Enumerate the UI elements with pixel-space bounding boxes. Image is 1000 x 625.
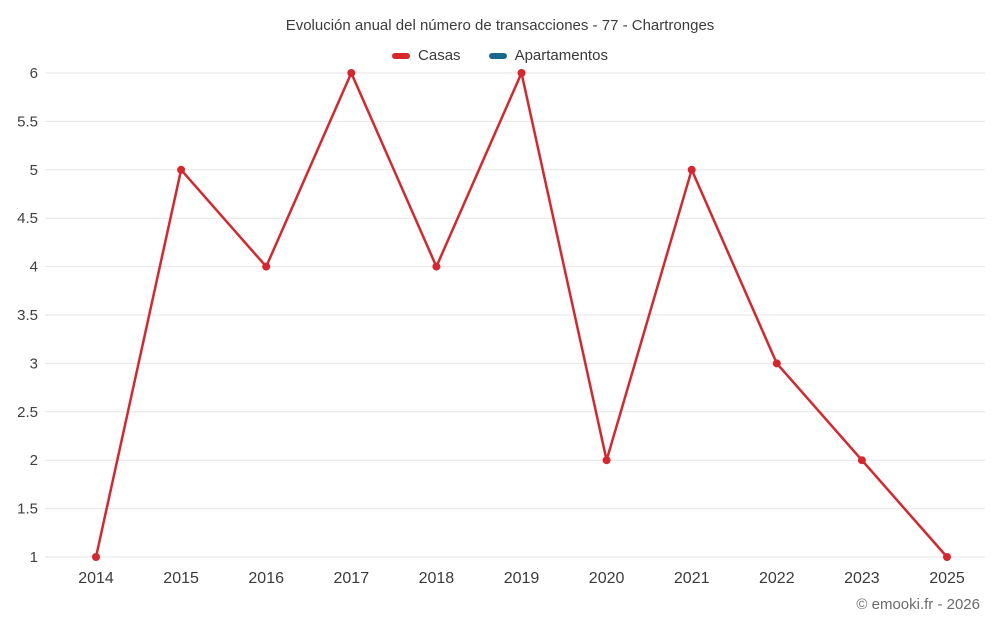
x-tick-label: 2015 <box>163 570 199 587</box>
x-tick-label: 2022 <box>759 570 795 587</box>
y-tick-label: 2.5 <box>17 404 38 421</box>
data-point <box>347 69 356 77</box>
x-tick-label: 2021 <box>674 570 710 587</box>
y-tick-label: 6 <box>30 65 38 82</box>
data-point <box>857 456 866 465</box>
legend-label-casas: Casas <box>418 47 461 64</box>
chart-title: Evolución anual del número de transaccio… <box>285 17 715 34</box>
x-tick-label: 2014 <box>78 570 114 587</box>
x-tick-label: 2017 <box>334 570 370 587</box>
x-tick-label: 2025 <box>929 570 965 587</box>
y-tick-label: 4.5 <box>17 210 38 227</box>
legend-item-apartamentos[interactable]: Apartamentos <box>488 47 608 64</box>
data-point <box>92 553 100 561</box>
legend-item-casas[interactable]: Casas <box>392 47 461 64</box>
x-tick-label: 2019 <box>504 570 540 587</box>
data-point <box>432 262 441 271</box>
data-point <box>262 262 271 271</box>
data-point <box>177 165 186 174</box>
chart-legend: Casas Apartamentos <box>0 47 1000 64</box>
x-tick-label: 2020 <box>589 570 625 587</box>
x-tick-label: 2023 <box>844 570 880 587</box>
data-point <box>687 165 696 174</box>
x-tick-label: 2018 <box>419 570 455 587</box>
y-tick-label: 4 <box>30 259 38 276</box>
y-tick-label: 3.5 <box>17 307 38 324</box>
data-point <box>772 359 781 368</box>
data-point <box>517 69 526 77</box>
data-point <box>943 553 951 561</box>
copyright: © emooki.fr - 2026 <box>856 596 980 613</box>
data-point <box>602 456 611 465</box>
y-tick-label: 5.5 <box>17 113 38 130</box>
y-tick-label: 3 <box>30 355 38 372</box>
y-tick-label: 1.5 <box>17 501 38 518</box>
x-tick-label: 2016 <box>248 570 284 587</box>
apartamentos-series-swatch-icon <box>488 52 507 59</box>
y-tick-label: 1 <box>30 549 38 566</box>
legend-label-apartamentos: Apartamentos <box>514 47 608 64</box>
y-tick-label: 2 <box>30 452 38 469</box>
y-tick-label: 5 <box>30 162 38 179</box>
casas-series-swatch-icon <box>392 52 411 59</box>
